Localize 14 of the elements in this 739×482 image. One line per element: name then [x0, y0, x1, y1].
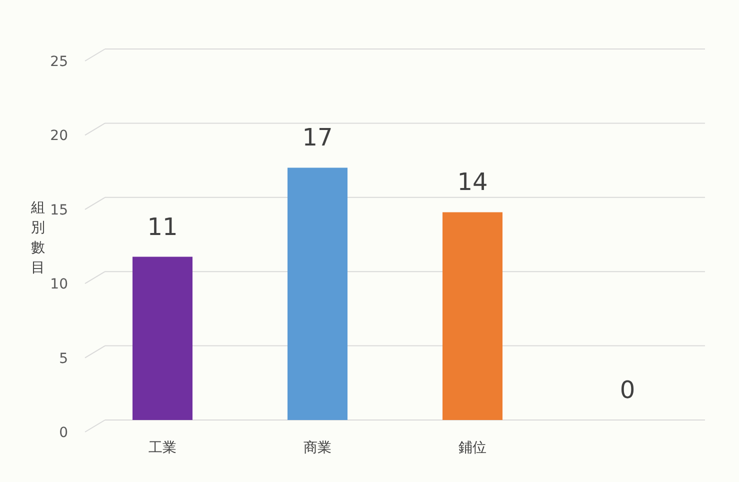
y-axis-title: 組別數目 [30, 200, 45, 276]
x-tick-label: 商業 [304, 440, 332, 456]
data-label: 14 [457, 168, 488, 196]
data-label: 11 [147, 212, 178, 241]
y-tick-label: 0 [59, 425, 68, 441]
y-tick-label: 5 [59, 350, 68, 367]
x-tick-label: 鋪位 [458, 440, 486, 456]
y-tick-label: 20 [50, 128, 68, 144]
y-tick-label: 10 [50, 276, 68, 293]
data-label: 0 [620, 376, 636, 404]
data-label: 17 [302, 124, 333, 152]
y-tick-label: 25 [50, 54, 68, 70]
x-tick-label: 工業 [148, 440, 176, 456]
y-tick-label: 15 [50, 202, 68, 218]
